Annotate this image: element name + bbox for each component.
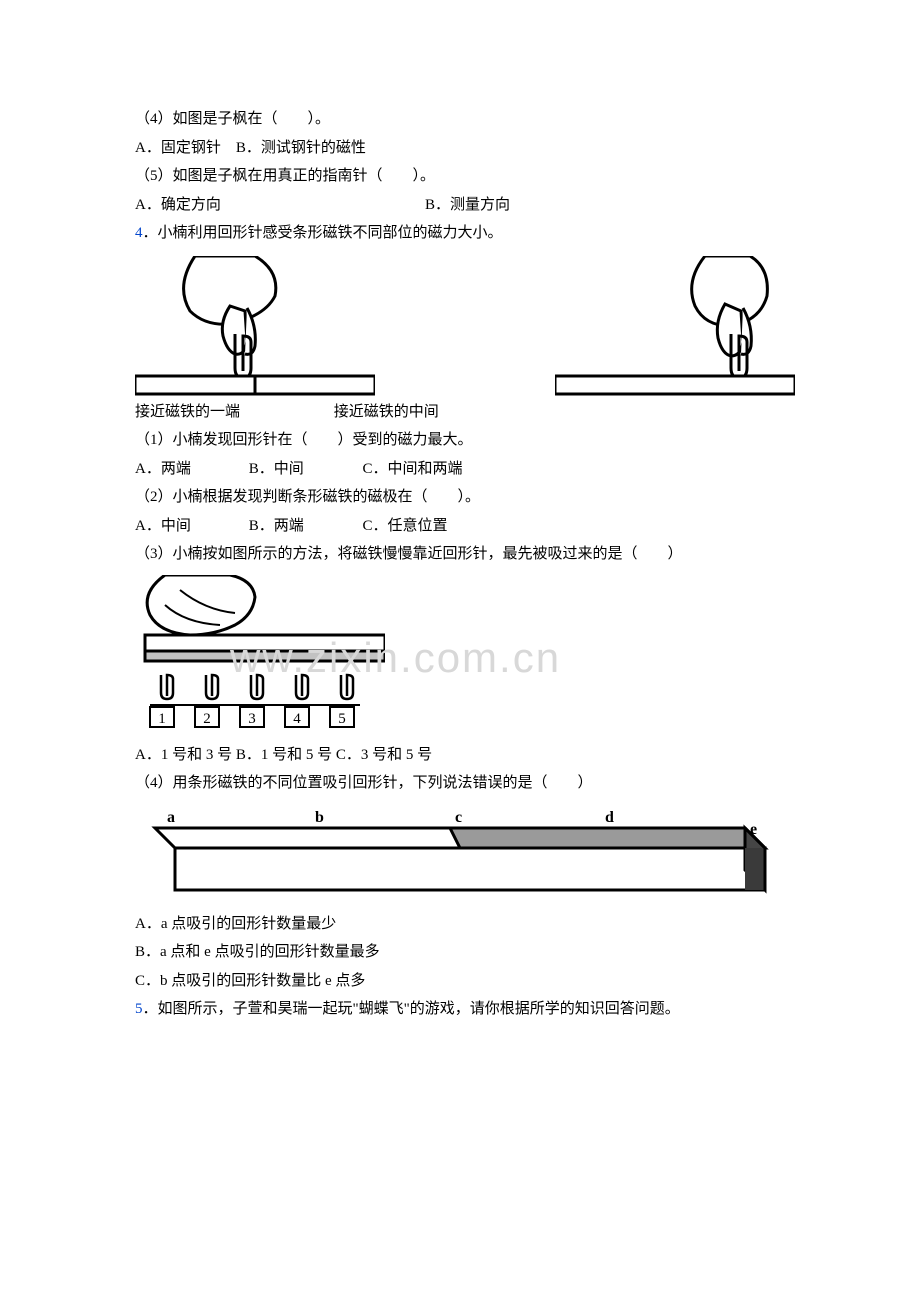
q4-stem-text: ．小楠利用回形针感受条形磁铁不同部位的磁力大小。 xyxy=(143,225,503,241)
q4-cap-right: 接近磁铁的中间 xyxy=(334,404,439,420)
clip-label-5: 5 xyxy=(338,711,346,727)
bar-label-b: b xyxy=(315,809,324,826)
q4-p1-optB: B．中间 xyxy=(249,455,359,484)
clip-label-4: 4 xyxy=(293,711,301,727)
figure-hand-clip-end xyxy=(135,256,375,396)
q4-p1-optA: A．两端 xyxy=(135,455,245,484)
clip-label-1: 1 xyxy=(158,711,166,727)
q5-stem-text: ．如图所示，子萱和昊瑞一起玩"蝴蝶飞"的游戏，请你根据所学的知识回答问题。 xyxy=(143,1001,680,1017)
q4-part2-stem: （2）小楠根据发现判断条形磁铁的磁极在（ ）。 xyxy=(135,483,785,512)
q4-part1-options: A．两端 B．中间 C．中间和两端 xyxy=(135,455,785,484)
q3-part4-options: A．固定钢针 B．测试钢针的磁性 xyxy=(135,134,785,163)
clip-label-2: 2 xyxy=(203,711,211,727)
q4-part2-options: A．中间 B．两端 C．任意位置 xyxy=(135,512,785,541)
figure-hand-approach: 1 2 3 4 5 xyxy=(135,575,785,735)
q3-p4-optB: B．测试钢针的磁性 xyxy=(236,140,366,156)
q4-part1-stem: （1）小楠发现回形针在（ ）受到的磁力最大。 xyxy=(135,426,785,455)
q3-p5-optB: B．测量方向 xyxy=(425,197,510,213)
q3-part5-options: A．确定方向 B．测量方向 xyxy=(135,191,785,220)
bar-label-c: c xyxy=(455,809,462,826)
q4-p4-optB: B．a 点和 e 点吸引的回形针数量最多 xyxy=(135,938,785,967)
q4-part3-options: A．1 号和 3 号 B．1 号和 5 号 C．3 号和 5 号 xyxy=(135,741,785,770)
q4-p4-optA: A．a 点吸引的回形针数量最少 xyxy=(135,910,785,939)
q4-figure-captions: 接近磁铁的一端 接近磁铁的中间 xyxy=(135,398,785,427)
q3-p5-optA: A．确定方向 xyxy=(135,197,221,213)
q3-part5-stem: （5）如图是子枫在用真正的指南针（ ）。 xyxy=(135,162,785,191)
q4-number: 4 xyxy=(135,225,143,241)
q4-stem: 4．小楠利用回形针感受条形磁铁不同部位的磁力大小。 xyxy=(135,219,785,248)
q3-p4-optA: A．固定钢针 xyxy=(135,140,221,156)
q4-p4-optC: C．b 点吸引的回形针数量比 e 点多 xyxy=(135,967,785,996)
q4-p1-optC: C．中间和两端 xyxy=(363,455,463,484)
q4-cap-left: 接近磁铁的一端 xyxy=(135,404,240,420)
clip-label-3: 3 xyxy=(248,711,256,727)
hand-approach-icon: 1 2 3 4 5 xyxy=(135,575,385,735)
q3-part4-stem: （4）如图是子枫在（ ）。 xyxy=(135,105,785,134)
bar-label-a: a xyxy=(167,809,175,826)
q4-p2-optB: B．两端 xyxy=(249,512,359,541)
q5-number: 5 xyxy=(135,1001,143,1017)
q4-part3-stem: （3）小楠按如图所示的方法，将磁铁慢慢靠近回形针，最先被吸过来的是（ ） xyxy=(135,540,785,569)
figure-bar-magnet-points: a b c d e xyxy=(135,804,785,904)
bar-magnet-icon: a b c d e xyxy=(135,804,775,904)
q4-p2-optC: C．任意位置 xyxy=(363,512,448,541)
q5-stem: 5．如图所示，子萱和昊瑞一起玩"蝴蝶飞"的游戏，请你根据所学的知识回答问题。 xyxy=(135,995,785,1024)
hand-clip-mid-icon xyxy=(555,256,795,396)
figure-hand-clip-mid xyxy=(555,256,795,396)
q4-p2-optA: A．中间 xyxy=(135,512,245,541)
q4-part4-stem: （4）用条形磁铁的不同位置吸引回形针，下列说法错误的是（ ） xyxy=(135,769,785,798)
bar-label-d: d xyxy=(605,809,614,826)
hand-clip-end-icon xyxy=(135,256,375,396)
